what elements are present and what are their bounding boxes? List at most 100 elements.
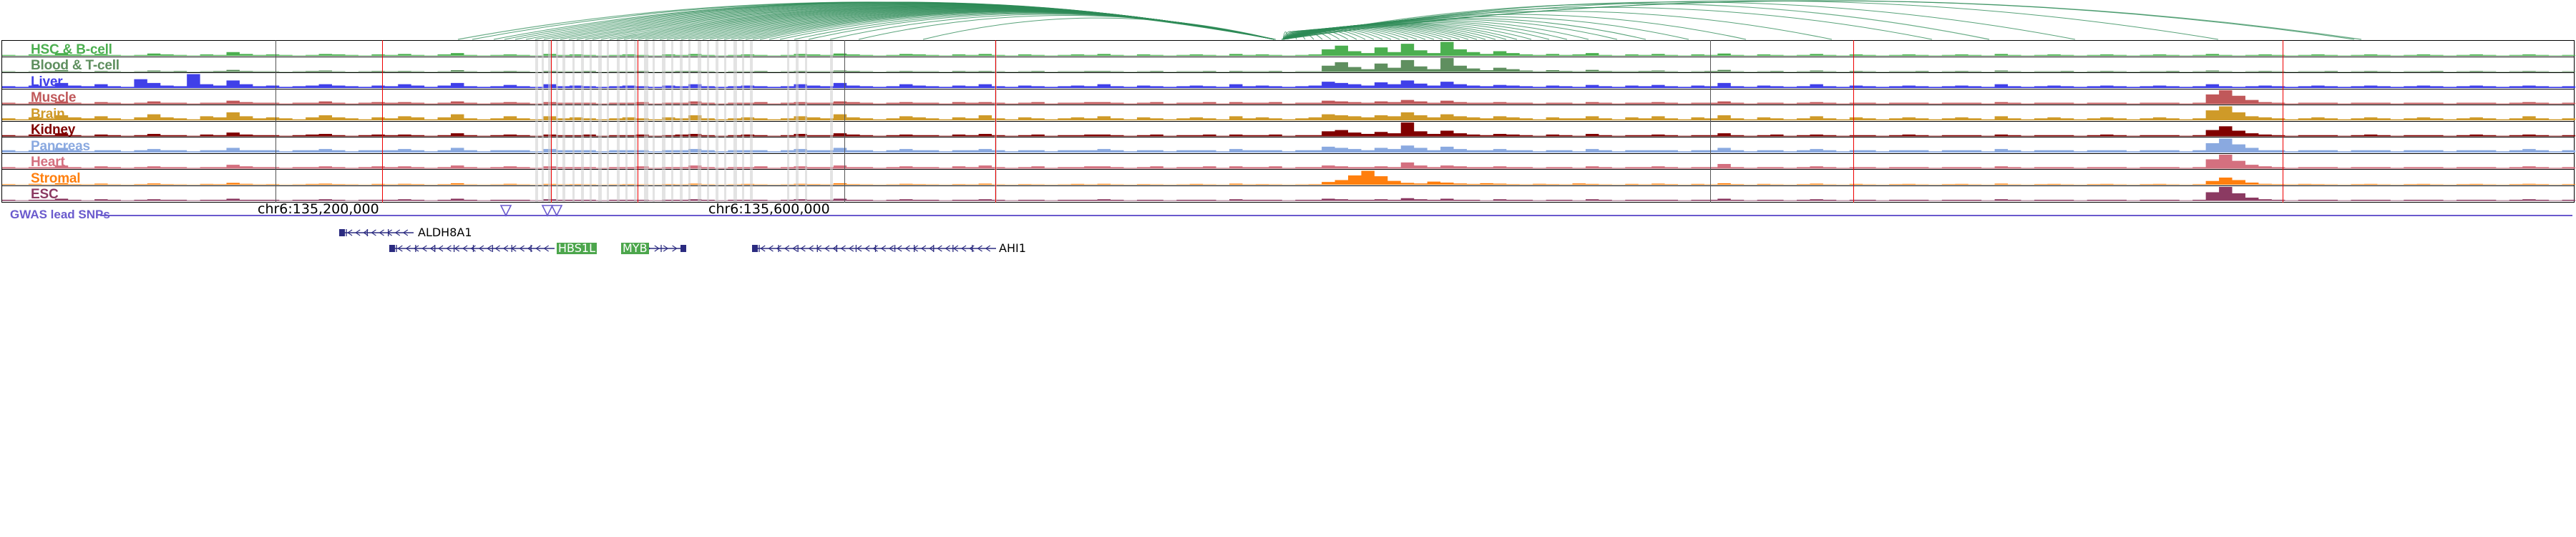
gene-strand-chevron xyxy=(414,245,419,252)
gwas-snp-marker[interactable] xyxy=(550,205,563,217)
gene-name-label[interactable]: AHI1 xyxy=(999,241,1026,255)
gene-strand-chevron xyxy=(880,245,887,252)
credible-set-shade-band xyxy=(716,41,718,202)
gwas-snp-marker[interactable] xyxy=(499,205,512,217)
gene-strand-chevron xyxy=(371,229,376,236)
gene-strand-chevron xyxy=(792,245,798,252)
genomic-coordinate-label: chr6:135,200,000 xyxy=(258,201,379,217)
track-label-brain: Brain xyxy=(31,106,65,122)
gene-tss-block xyxy=(752,245,758,252)
axis-gridline xyxy=(1710,40,1711,203)
gene-strand-chevron xyxy=(429,245,436,252)
gene-tss-block xyxy=(680,245,686,252)
credible-set-shade-band xyxy=(644,41,648,202)
track-divider xyxy=(2,120,2574,122)
track-divider xyxy=(2,153,2574,154)
track-row: Blood & T-cell xyxy=(2,57,2574,73)
credible-set-shade-band xyxy=(671,41,673,202)
gwas-track-label: GWAS lead SNPs xyxy=(10,208,110,221)
credible-set-shade-band xyxy=(562,41,565,202)
credible-set-shade-band xyxy=(617,41,620,202)
gene-strand-chevron xyxy=(961,245,967,252)
signal-profile-brain xyxy=(2,106,2575,120)
gene-strand-chevron xyxy=(945,245,950,252)
gene-models-svg xyxy=(339,229,996,252)
gene-strand-chevron xyxy=(438,245,444,252)
credible-set-shade-band xyxy=(733,41,737,202)
gene-model[interactable] xyxy=(752,245,996,252)
gene-strand-chevron xyxy=(397,245,403,252)
track-row: Heart xyxy=(2,154,2574,170)
credible-set-shade-band xyxy=(787,41,789,202)
gene-strand-chevron xyxy=(864,245,870,252)
gene-strand-chevron xyxy=(402,229,409,236)
gene-name-label[interactable]: MYB xyxy=(621,241,649,255)
credible-set-shade-band xyxy=(556,41,558,202)
interaction-arc xyxy=(922,17,1275,40)
track-row: Liver xyxy=(2,73,2574,90)
gene-model[interactable] xyxy=(339,229,414,236)
gwas-snp-markers-svg xyxy=(499,205,563,217)
track-divider xyxy=(2,185,2574,186)
track-row: Brain xyxy=(2,105,2574,122)
gene-strand-chevron xyxy=(832,245,838,252)
credible-set-shade-band xyxy=(724,41,726,202)
gene-strand-chevron xyxy=(494,245,500,252)
gene-strand-chevron xyxy=(470,245,476,252)
gene-strand-chevron xyxy=(768,245,774,252)
credible-set-shade-band xyxy=(598,41,602,202)
gene-strand-chevron xyxy=(952,245,959,252)
gene-strand-chevron xyxy=(462,245,468,252)
gene-strand-chevron xyxy=(840,245,846,252)
track-label-kidney: Kidney xyxy=(31,122,76,137)
credible-set-shade-band xyxy=(680,41,683,202)
gene-strand-chevron xyxy=(535,245,541,252)
gene-strand-chevron xyxy=(446,245,452,252)
track-label-heart: Heart xyxy=(31,155,65,170)
signal-profile-pancreas xyxy=(2,138,2575,153)
gene-name-label[interactable]: HBS1L xyxy=(557,241,597,255)
interaction-arcs-svg xyxy=(457,0,2362,40)
signal-profile-hsc-b-cell xyxy=(2,42,2575,56)
gwas-snp-marker[interactable] xyxy=(541,205,554,217)
gene-strand-chevron xyxy=(363,229,369,236)
credible-set-shade-band xyxy=(742,41,744,202)
gene-strand-chevron xyxy=(663,245,669,252)
credible-set-shade-band xyxy=(805,41,807,202)
gwas-lead-snps-track: GWAS lead SNPs chr6:135,200,000 chr6:135,… xyxy=(0,203,2576,224)
credible-set-shade-band xyxy=(634,41,637,202)
gene-name-label[interactable]: ALDH8A1 xyxy=(418,226,472,239)
track-row: Kidney xyxy=(2,122,2574,137)
signal-profile-liver xyxy=(2,74,2575,88)
gene-strand-chevron xyxy=(487,245,492,252)
snp-marker-line[interactable] xyxy=(995,40,996,203)
track-divider xyxy=(2,88,2574,90)
snp-marker-line[interactable] xyxy=(382,40,383,203)
gene-strand-chevron xyxy=(912,245,918,252)
credible-set-shade-band xyxy=(688,41,691,202)
accessibility-track-panel: HSC & B-cell Blood & T-cell Liver Muscle Bra… xyxy=(1,40,2575,203)
credible-set-shade-band xyxy=(750,41,753,202)
gene-model[interactable] xyxy=(389,245,555,252)
credible-set-shade-band xyxy=(548,41,552,202)
gene-strand-chevron xyxy=(904,245,910,252)
snp-marker-line[interactable] xyxy=(1853,40,1854,203)
gene-strand-chevron xyxy=(379,229,384,236)
track-divider xyxy=(2,169,2574,170)
track-label-blood-t-cell: Blood & T-cell xyxy=(31,58,119,73)
chromatin-interaction-arcs-panel xyxy=(0,0,2576,40)
signal-profile-muscle xyxy=(2,90,2575,105)
gene-strand-chevron xyxy=(776,245,782,252)
gene-strand-chevron xyxy=(937,245,942,252)
gene-tss-block xyxy=(389,245,395,252)
track-row: Muscle xyxy=(2,90,2574,105)
snp-marker-line[interactable] xyxy=(551,40,552,203)
gene-strand-chevron xyxy=(824,245,830,252)
gene-strand-chevron xyxy=(519,245,525,252)
gene-strand-chevron xyxy=(405,245,411,252)
gene-strand-chevron xyxy=(760,245,766,252)
gene-strand-chevron xyxy=(784,245,790,252)
gene-strand-chevron xyxy=(888,245,894,252)
interaction-arc xyxy=(1282,0,2219,40)
